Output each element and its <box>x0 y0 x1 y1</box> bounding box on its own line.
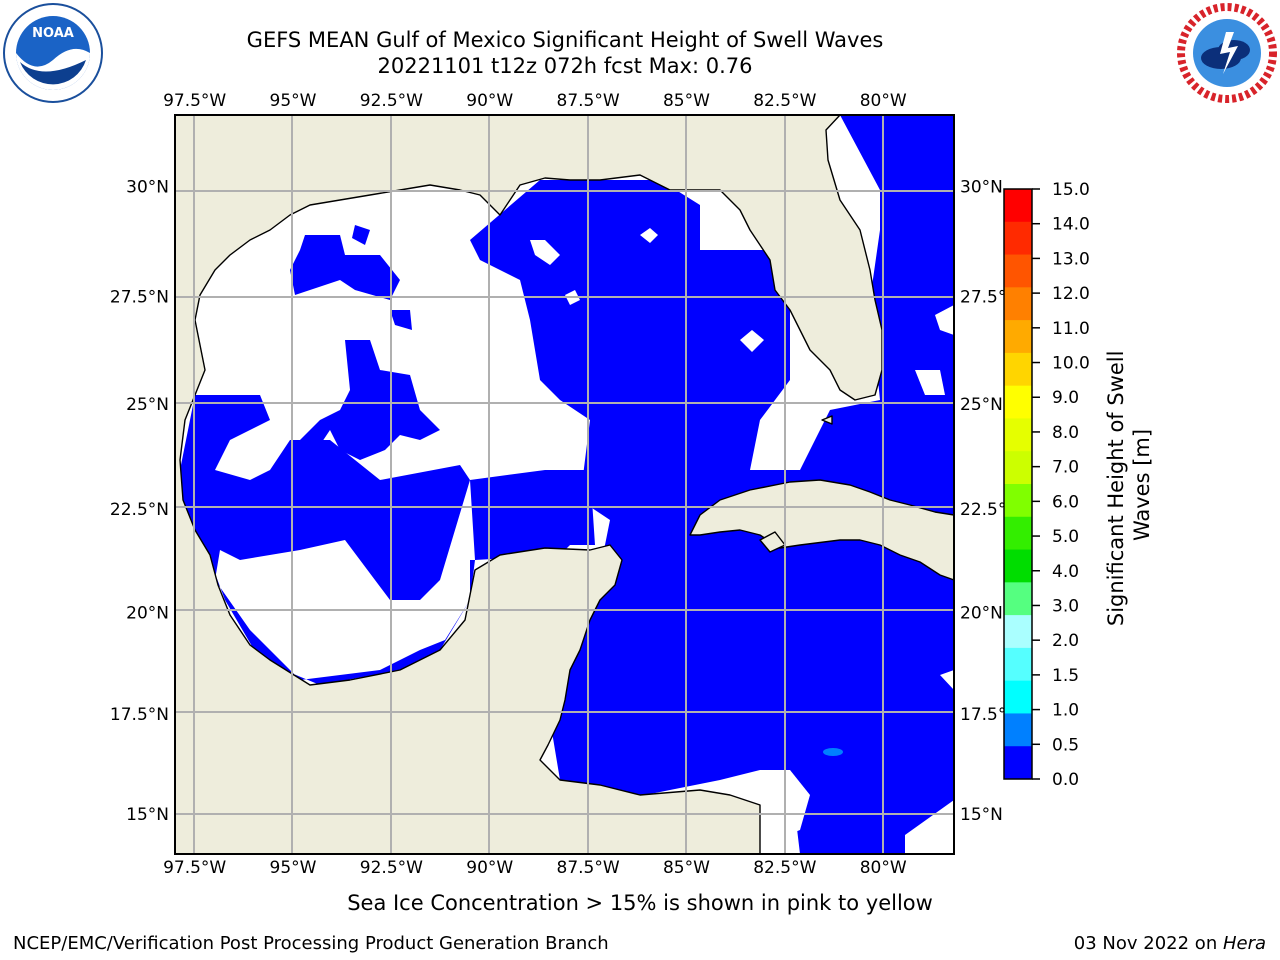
lon-tick-label: 92.5°W <box>360 91 423 111</box>
lat-tick-label: 15°N <box>126 805 169 825</box>
date-text: 03 Nov 2022 on <box>1073 933 1223 954</box>
lon-tick-label: 85°W <box>663 858 710 878</box>
map-title: GEFS MEAN Gulf of Mexico Significant Hei… <box>246 28 884 52</box>
colorbar-tick-label: 5.0 <box>1052 527 1079 547</box>
lat-tick-label: 20°N <box>126 603 169 623</box>
colorbar: 15.0 14.0 13.0 12.0 11.0 10.0 9.0 8.0 7.0 6.0 5.0 4… <box>1004 180 1090 790</box>
lat-tick-label: 25°N <box>126 395 169 415</box>
colorbar-segment <box>1004 746 1032 780</box>
colorbar-tick-label: 2.0 <box>1052 631 1079 651</box>
colorbar-tick-label: 10.0 <box>1052 354 1090 374</box>
colorbar-tick-label: 1.5 <box>1052 666 1079 686</box>
lon-tick-label: 95°W <box>270 91 317 111</box>
credit-text: NCEP/EMC/Verification Post Processing Pr… <box>13 933 609 954</box>
sea-ice-note: Sea Ice Concentration > 15% is shown in … <box>347 891 933 915</box>
lon-ticks-top: 97.5°W 95°W 92.5°W 90°W 87.5°W 85°W 82.5°W 80°W <box>163 91 907 111</box>
lat-tick-label: 30°N <box>960 178 1003 198</box>
system-name: Hera <box>1222 933 1266 954</box>
graticule <box>175 115 954 854</box>
lon-tick-label: 97.5°W <box>163 858 226 878</box>
colorbar-tick-label: 9.0 <box>1052 388 1079 408</box>
colorbar-segment <box>1004 254 1032 288</box>
colorbar-segment <box>1004 680 1032 714</box>
lon-tick-label: 82.5°W <box>753 91 816 111</box>
colorbar-segment <box>1004 582 1032 616</box>
colorbar-segment <box>1004 713 1032 747</box>
colorbar-tick-label: 7.0 <box>1052 458 1079 478</box>
lon-ticks-bottom: 97.5°W 95°W 92.5°W 90°W 87.5°W 85°W 82.5°W 80°W <box>163 858 907 878</box>
lat-tick-label: 22.5°N <box>110 500 169 520</box>
colorbar-segment <box>1004 385 1032 419</box>
colorbar-tick-label: 12.0 <box>1052 284 1090 304</box>
lat-tick-label: 17.5°N <box>110 705 169 725</box>
lon-tick-label: 87.5°W <box>557 858 620 878</box>
map-frame <box>174 114 955 855</box>
colorbar-tick-label: 4.0 <box>1052 562 1079 582</box>
lon-tick-label: 90°W <box>466 858 513 878</box>
colorbar-segment <box>1004 484 1032 518</box>
colorbar-segment <box>1004 615 1032 649</box>
colorbar-tick-label: 8.0 <box>1052 423 1079 443</box>
map-subtitle: 20221101 t12z 072h fcst Max: 0.76 <box>377 54 753 78</box>
colorbar-frame <box>1003 188 1033 780</box>
lon-tick-label: 82.5°W <box>753 858 816 878</box>
nws-logo <box>1177 3 1277 103</box>
colorbar-tick-label: 3.0 <box>1052 596 1079 616</box>
colorbar-label: Significant Height of Swell Waves [m] <box>1104 344 1154 626</box>
colorbar-tick-label: 1.0 <box>1052 701 1079 721</box>
lat-tick-label: 27.5°N <box>110 288 169 308</box>
lon-tick-label: 95°W <box>270 858 317 878</box>
lat-tick-label: 25°N <box>960 395 1003 415</box>
colorbar-segment <box>1004 418 1032 452</box>
noaa-logo: NOAA <box>3 3 103 103</box>
colorbar-tick-label: 0.0 <box>1052 770 1079 790</box>
lon-tick-label: 97.5°W <box>163 91 226 111</box>
lon-tick-label: 85°W <box>663 91 710 111</box>
colorbar-tick-label: 11.0 <box>1052 319 1090 339</box>
colorbar-segment <box>1004 189 1032 223</box>
colorbar-segment <box>1004 451 1032 485</box>
run-date: 03 Nov 2022 on Hera <box>1074 933 1266 954</box>
lon-tick-label: 90°W <box>466 91 513 111</box>
colorbar-segment <box>1004 549 1032 583</box>
colorbar-segment <box>1004 320 1032 354</box>
lat-tick-label: 15°N <box>960 805 1003 825</box>
lat-tick-label: 20°N <box>960 603 1003 623</box>
colorbar-tick-label: 14.0 <box>1052 215 1090 235</box>
map-area <box>175 115 954 854</box>
noaa-logo-text: NOAA <box>32 26 74 41</box>
lat-ticks-left: 30°N 27.5°N 25°N 22.5°N 20°N 17.5°N 15°N <box>110 178 169 826</box>
lon-tick-label: 80°W <box>860 858 907 878</box>
lon-tick-label: 92.5°W <box>360 858 423 878</box>
colorbar-tick-label: 15.0 <box>1052 180 1090 200</box>
colorbar-segment <box>1004 352 1032 387</box>
colorbar-segment <box>1004 516 1032 551</box>
lat-tick-label: 30°N <box>126 178 169 198</box>
lon-tick-label: 87.5°W <box>557 91 620 111</box>
colorbar-segment <box>1004 647 1032 682</box>
colorbar-segment <box>1004 221 1032 256</box>
colorbar-tick-label: 0.5 <box>1052 735 1079 755</box>
colorbar-tick-label: 6.0 <box>1052 492 1079 512</box>
land <box>175 115 954 854</box>
colorbar-tick-label: 13.0 <box>1052 249 1090 269</box>
colorbar-segment <box>1004 287 1032 321</box>
lon-tick-label: 80°W <box>860 91 907 111</box>
